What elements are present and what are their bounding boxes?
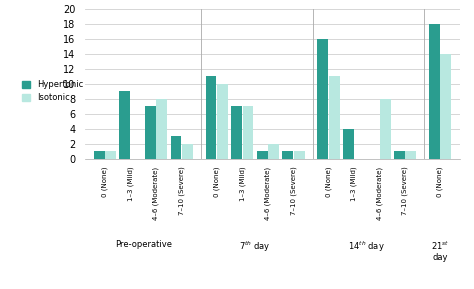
Text: 21$^{st}$
day: 21$^{st}$ day xyxy=(431,240,449,262)
Bar xyxy=(317,39,328,159)
Bar xyxy=(440,54,451,159)
Bar xyxy=(380,99,391,159)
Bar xyxy=(243,106,254,159)
Bar xyxy=(182,144,193,159)
Bar xyxy=(119,91,130,159)
Bar xyxy=(394,151,405,159)
Bar xyxy=(283,151,293,159)
Bar xyxy=(145,106,156,159)
Bar xyxy=(217,84,228,159)
Bar xyxy=(343,129,354,159)
Bar xyxy=(268,144,279,159)
Text: 14$^{th}$ day: 14$^{th}$ day xyxy=(348,240,385,254)
Legend: Hypertonic, Isotonic: Hypertonic, Isotonic xyxy=(22,80,83,102)
Bar xyxy=(257,151,268,159)
Bar xyxy=(294,151,304,159)
Bar xyxy=(231,106,242,159)
Bar xyxy=(105,151,116,159)
Bar xyxy=(94,151,105,159)
Bar xyxy=(405,151,416,159)
Bar xyxy=(328,76,339,159)
Bar xyxy=(206,76,217,159)
Bar xyxy=(156,99,167,159)
Bar xyxy=(429,24,440,159)
Text: Pre-operative: Pre-operative xyxy=(115,240,172,249)
Bar xyxy=(171,136,182,159)
Text: 7$^{th}$ day: 7$^{th}$ day xyxy=(239,240,271,254)
